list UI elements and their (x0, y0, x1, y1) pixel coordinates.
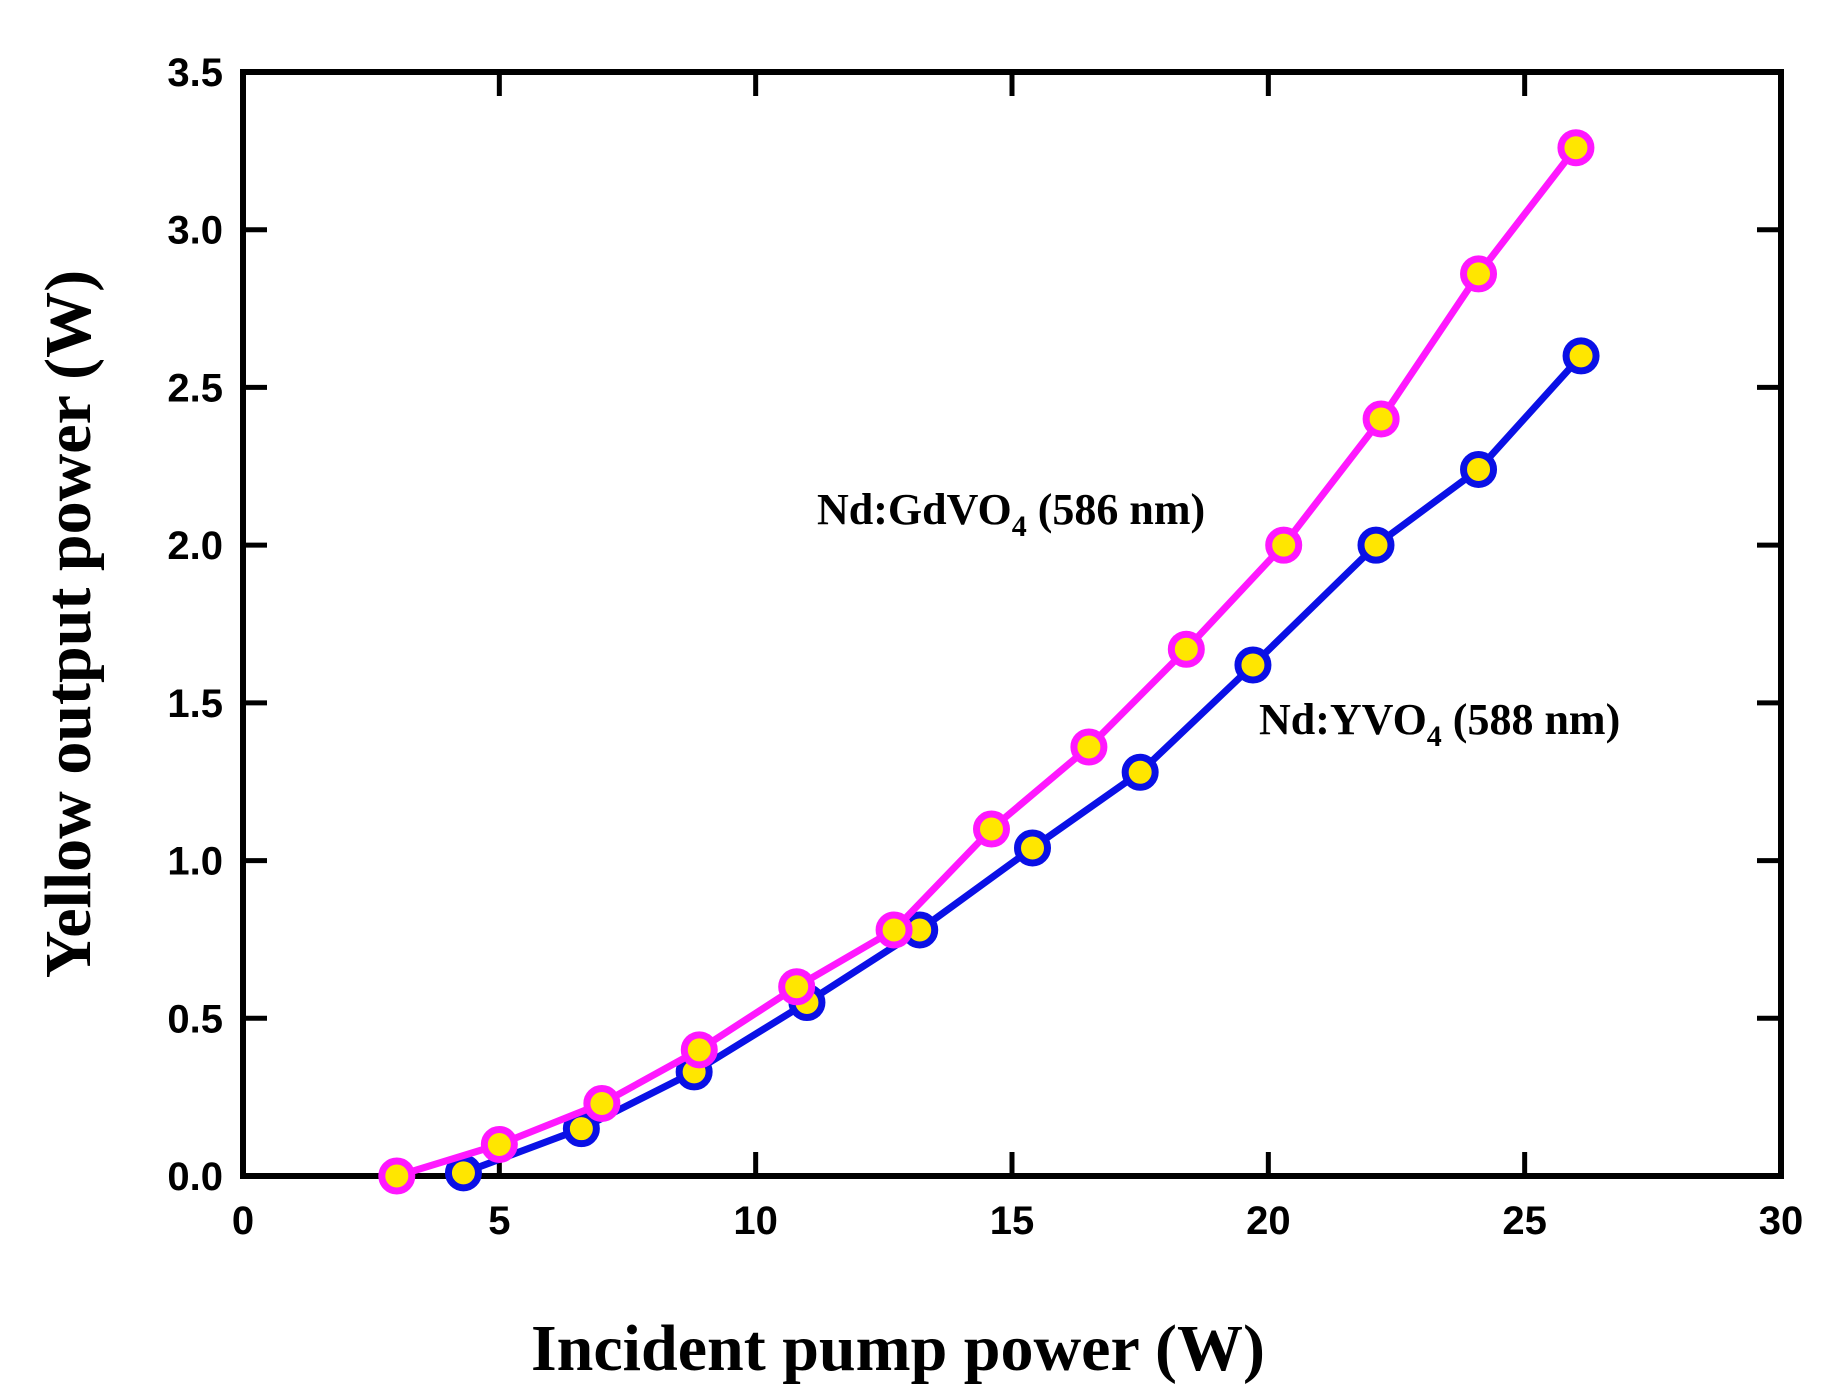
data-point (1562, 337, 1600, 375)
label-nd-gdvo4: Nd:GdVO4 (586 nm) (817, 485, 1205, 543)
label-nd-gdvo4-subscript: 4 (1012, 510, 1027, 543)
data-point (1265, 526, 1303, 564)
y-tick-label: 2.5 (167, 366, 223, 410)
series-1 (378, 129, 1595, 1195)
x-tick-label: 10 (733, 1199, 778, 1243)
y-tick-label: 3.0 (167, 209, 223, 253)
data-point (1014, 829, 1052, 867)
axis-tick-labels: 0 5 10 15 20 25 30 0.0 0.5 1.0 1.5 2.0 2.5 3.0 3.5 (167, 51, 1803, 1243)
y-tick-label: 2.0 (167, 524, 223, 568)
axis-ticks (240, 69, 1784, 1179)
label-nd-yvo4-main: Nd:YVO (1259, 695, 1427, 744)
data-point (1234, 646, 1272, 684)
label-nd-yvo4-subscript: 4 (1427, 720, 1442, 753)
series-0 (444, 337, 1600, 1192)
y-tick-label: 1.0 (167, 840, 223, 884)
y-tick-label: 0.0 (167, 1155, 223, 1199)
data-point (1070, 728, 1108, 766)
y-axis-title: Yellow output power (W) (32, 270, 105, 978)
data-point (1460, 255, 1498, 293)
x-tick-label: 5 (488, 1199, 510, 1243)
x-tick-label: 25 (1502, 1199, 1547, 1243)
label-nd-yvo4: Nd:YVO4 (588 nm) (1259, 695, 1620, 753)
y-tick-label: 1.5 (167, 682, 223, 726)
data-point (480, 1125, 518, 1163)
label-nd-gdvo4-main: Nd:GdVO (817, 485, 1012, 534)
x-axis-title: Incident pump power (W) (531, 1312, 1265, 1385)
data-point (1167, 630, 1205, 668)
x-tick-label: 20 (1246, 1199, 1291, 1243)
data-point (680, 1031, 718, 1069)
data-point (583, 1084, 621, 1122)
data-point (875, 911, 913, 949)
data-point (1557, 129, 1595, 167)
data-point (1357, 526, 1395, 564)
y-tick-label: 3.5 (167, 51, 223, 95)
data-point (778, 968, 816, 1006)
series-layer (378, 129, 1600, 1195)
label-nd-yvo4-tail: (588 nm) (1442, 695, 1620, 744)
x-tick-label: 30 (1759, 1199, 1804, 1243)
plot-frame (240, 69, 1784, 1179)
data-point (1460, 450, 1498, 488)
data-point (378, 1157, 416, 1195)
x-tick-label: 15 (990, 1199, 1035, 1243)
data-point (1121, 753, 1159, 791)
series-line (393, 144, 1580, 1180)
data-point (972, 810, 1010, 848)
y-tick-label: 0.5 (167, 997, 223, 1041)
x-tick-label: 0 (232, 1199, 254, 1243)
data-point (1362, 400, 1400, 438)
series-line (459, 352, 1585, 1177)
label-nd-gdvo4-tail: (586 nm) (1027, 485, 1205, 534)
